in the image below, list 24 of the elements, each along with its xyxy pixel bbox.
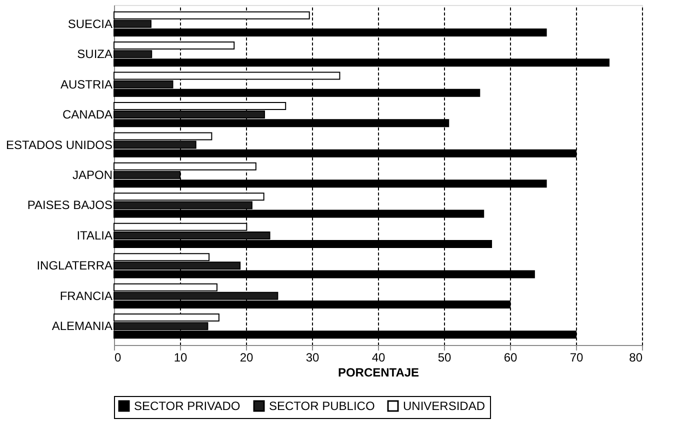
- x-tick-label: 80: [629, 350, 643, 364]
- x-tick-label: 10: [174, 350, 188, 364]
- y-tick-label: SUIZA: [77, 47, 112, 62]
- x-tick-label: 70: [570, 350, 584, 364]
- x-tick-label: 20: [240, 350, 254, 364]
- x-tick-label: 0: [114, 350, 122, 364]
- y-tick-label: CANADA: [62, 108, 112, 122]
- x-tick-label: 40: [372, 350, 386, 364]
- x-axis-title: PORCENTAJE: [338, 366, 420, 380]
- legend-label: SECTOR PRIVADO: [134, 399, 240, 413]
- legend-label: SECTOR PUBLICO: [269, 399, 375, 413]
- y-tick-label: PAISES BAJOS: [27, 198, 112, 212]
- y-tick-label: SUECIA: [68, 16, 112, 31]
- y-tick-label: INGLATERRA: [36, 258, 112, 273]
- y-tick-label: AUSTRIA: [60, 77, 112, 92]
- y-tick-label: ITALIA: [76, 228, 112, 242]
- y-tick-label: FRANCIA: [60, 288, 112, 303]
- y-tick-label: ESTADOS UNIDOS: [6, 138, 112, 152]
- x-tick-label: 30: [306, 350, 320, 364]
- x-tick-label: 50: [438, 350, 452, 364]
- y-tick-label: ALEMANIA: [52, 319, 112, 334]
- y-tick-label: JAPON: [72, 168, 112, 182]
- legend-label: UNIVERSIDAD: [403, 399, 486, 413]
- x-tick-label: 60: [504, 350, 518, 364]
